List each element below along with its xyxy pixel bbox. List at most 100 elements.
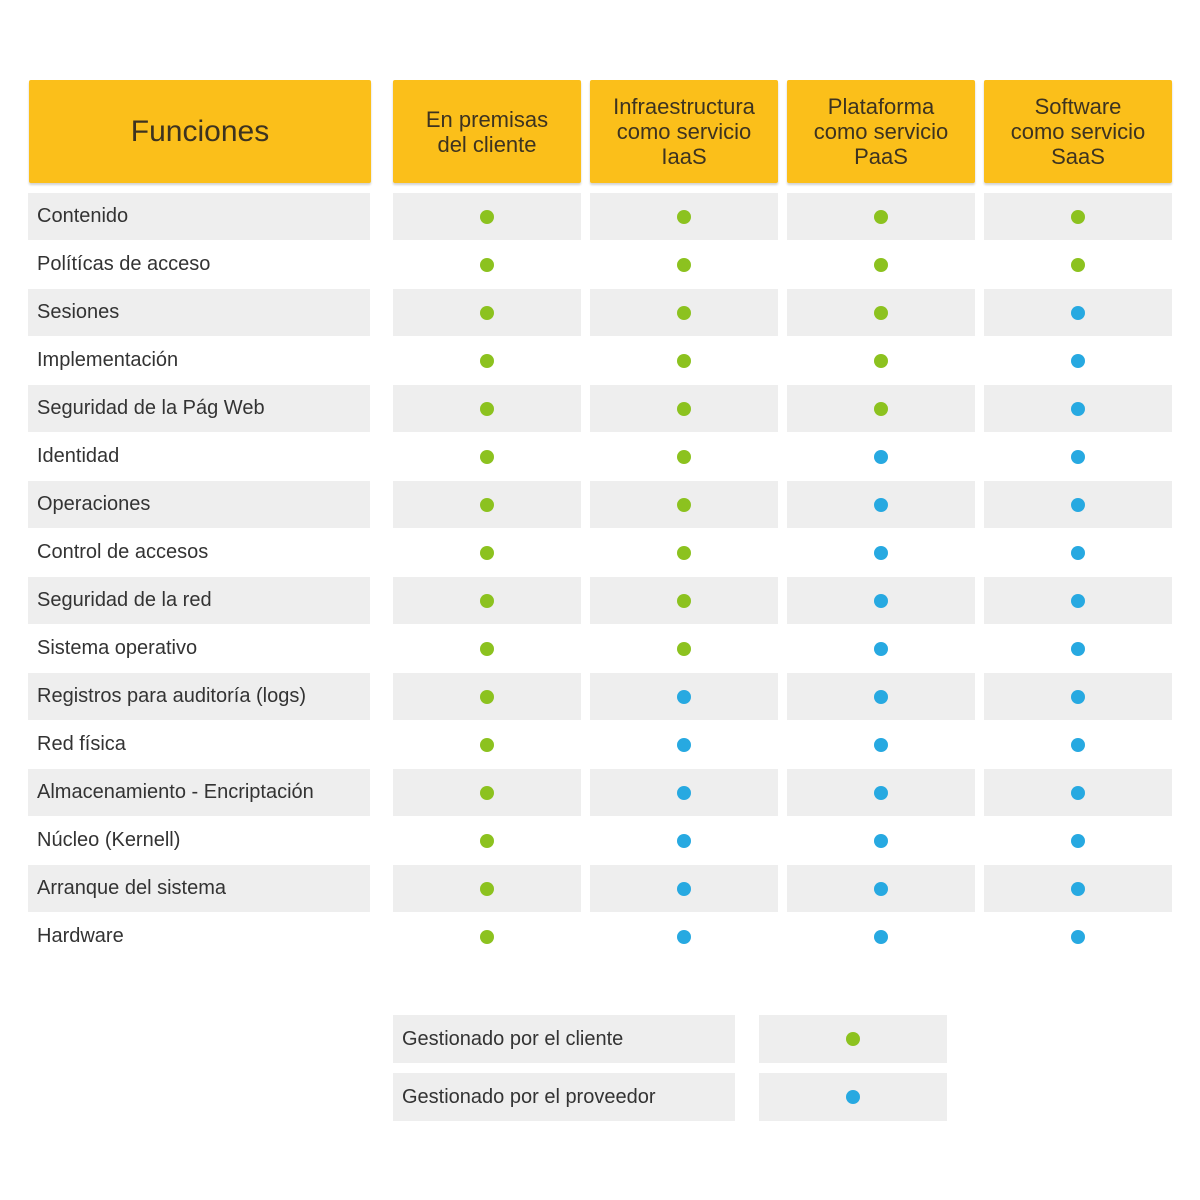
responsibility-cell (984, 289, 1172, 336)
responsibility-cell (393, 625, 581, 672)
provider-dot-icon (1071, 737, 1085, 752)
provider-dot-icon (874, 689, 888, 704)
client-dot-icon (480, 785, 494, 800)
client-dot-icon (480, 737, 494, 752)
provider-dot-icon (1071, 593, 1085, 608)
responsibility-cell (393, 913, 581, 960)
client-dot-icon (677, 305, 691, 320)
responsibility-cell (393, 289, 581, 336)
client-dot-icon (480, 449, 494, 464)
client-dot-icon (480, 881, 494, 896)
client-dot-icon (480, 353, 494, 368)
responsibility-cell (590, 337, 778, 384)
provider-dot-icon (1071, 881, 1085, 896)
responsibility-cell (393, 481, 581, 528)
legend-provider-label: Gestionado por el proveedor (393, 1073, 735, 1121)
responsibility-cell (590, 241, 778, 288)
provider-dot-icon (677, 881, 691, 896)
responsibility-cell (787, 625, 975, 672)
client-dot-icon (480, 497, 494, 512)
responsibility-cell (590, 529, 778, 576)
client-dot-icon (874, 257, 888, 272)
responsibility-cell (590, 289, 778, 336)
client-dot-icon (874, 353, 888, 368)
responsibility-cell (590, 913, 778, 960)
client-dot-icon (480, 305, 494, 320)
client-dot-icon (677, 401, 691, 416)
provider-dot-icon (874, 449, 888, 464)
client-dot-icon (677, 593, 691, 608)
responsibility-cell (393, 721, 581, 768)
row-label: Sesiones (28, 289, 370, 336)
table-row: Seguridad de la red (0, 577, 1200, 625)
provider-dot-icon (1071, 641, 1085, 656)
provider-dot-icon (677, 737, 691, 752)
provider-dot-icon (1071, 353, 1085, 368)
responsibility-cell (787, 769, 975, 816)
provider-dot-icon (874, 833, 888, 848)
row-label: Red física (37, 733, 126, 755)
row-label: Almacenamiento - Encriptación (28, 769, 370, 816)
provider-dot-icon (874, 497, 888, 512)
client-dot-icon (1071, 209, 1085, 224)
responsibility-cell (984, 241, 1172, 288)
row-label: Polítícas de acceso (37, 253, 211, 275)
row-label: Implementación (37, 349, 179, 371)
responsibility-cell (787, 529, 975, 576)
responsibility-cell (590, 193, 778, 240)
header-paas: Plataforma como servicio PaaS (787, 80, 975, 183)
provider-dot-icon (874, 737, 888, 752)
row-label: Control de accesos (37, 541, 209, 563)
row-label: Hardware (37, 925, 124, 947)
responsibility-cell (393, 241, 581, 288)
responsibility-cell (393, 529, 581, 576)
client-dot-icon (480, 833, 494, 848)
table-row: Operaciones (0, 481, 1200, 529)
responsibility-cell (393, 433, 581, 480)
responsibility-cell (984, 817, 1172, 864)
header-iaas: Infraestructura como servicio IaaS (590, 80, 778, 183)
table-row: Hardware (0, 913, 1200, 961)
provider-dot-icon (874, 785, 888, 800)
responsibility-cell (787, 577, 975, 624)
responsibility-cell (787, 913, 975, 960)
responsibility-cell (590, 385, 778, 432)
table-row: Implementación (0, 337, 1200, 385)
client-dot-icon (846, 1032, 860, 1046)
client-dot-icon (874, 305, 888, 320)
table-row: Seguridad de la Pág Web (0, 385, 1200, 433)
responsibility-cell (590, 577, 778, 624)
client-dot-icon (480, 593, 494, 608)
provider-dot-icon (874, 881, 888, 896)
provider-dot-icon (874, 641, 888, 656)
responsibility-cell (787, 481, 975, 528)
responsibility-cell (590, 721, 778, 768)
provider-dot-icon (874, 929, 888, 944)
table-row: Identidad (0, 433, 1200, 481)
responsibility-cell (393, 817, 581, 864)
responsibility-cell (984, 529, 1172, 576)
responsibility-cell (590, 673, 778, 720)
responsibility-cell (590, 433, 778, 480)
responsibility-cell (787, 433, 975, 480)
responsibility-cell (393, 193, 581, 240)
provider-dot-icon (1071, 929, 1085, 944)
row-label: Seguridad de la red (28, 577, 370, 624)
provider-dot-icon (1071, 545, 1085, 560)
responsibility-cell (787, 865, 975, 912)
row-label: Arranque del sistema (28, 865, 370, 912)
table-row: Sesiones (0, 289, 1200, 337)
header-funciones: Funciones (29, 80, 371, 183)
table-row: Almacenamiento - Encriptación (0, 769, 1200, 817)
provider-dot-icon (677, 785, 691, 800)
responsibility-cell (984, 769, 1172, 816)
client-dot-icon (677, 209, 691, 224)
table-row: Control de accesos (0, 529, 1200, 577)
responsibility-cell (787, 817, 975, 864)
legend-client-label: Gestionado por el cliente (393, 1015, 735, 1063)
provider-dot-icon (874, 593, 888, 608)
responsibility-cell (393, 769, 581, 816)
row-label: Contenido (28, 193, 370, 240)
responsibility-cell (787, 241, 975, 288)
provider-dot-icon (677, 833, 691, 848)
